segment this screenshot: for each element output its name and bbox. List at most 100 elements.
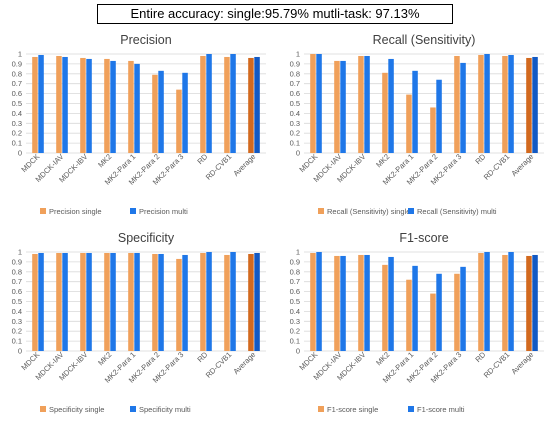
- category-label: RD-CVB1: [204, 152, 234, 182]
- bar-single: [430, 107, 436, 153]
- bar-multi: [460, 62, 466, 153]
- bar-multi: [412, 265, 418, 351]
- legend-swatch: [40, 208, 46, 214]
- bar-multi: [484, 252, 490, 351]
- y-tick-label: 0.3: [290, 317, 300, 326]
- bar-multi: [110, 252, 116, 351]
- legend-label: Recall (Sensitivity) single: [327, 207, 410, 216]
- category-label: MK2: [96, 350, 113, 367]
- bar-single: [358, 55, 364, 154]
- y-tick-label: 0.1: [290, 139, 300, 148]
- bar-multi: [532, 254, 538, 351]
- legend-label: Specificity multi: [139, 405, 191, 414]
- legend-label: Recall (Sensitivity) multi: [417, 207, 497, 216]
- category-label: MK2: [96, 152, 113, 169]
- y-tick-label: 1: [18, 50, 22, 59]
- y-tick-label: 0.8: [12, 267, 22, 276]
- legend-swatch: [318, 208, 324, 214]
- bar-single: [80, 252, 86, 351]
- category-label: RD-CVB1: [482, 152, 512, 182]
- bar-single: [128, 252, 134, 351]
- bar-multi: [316, 252, 322, 351]
- y-tick-label: 0.1: [12, 139, 22, 148]
- bar-multi: [254, 252, 260, 351]
- legend-swatch: [130, 208, 136, 214]
- legend-label: Precision single: [49, 207, 102, 216]
- bar-multi: [206, 252, 212, 351]
- bar-single: [526, 57, 532, 153]
- y-tick-label: 0.8: [290, 69, 300, 78]
- y-tick-label: 0.3: [290, 119, 300, 128]
- bar-single: [334, 255, 340, 351]
- bar-single: [358, 254, 364, 351]
- bar-single: [502, 254, 508, 351]
- y-tick-label: 0.6: [12, 89, 22, 98]
- y-tick-label: 0.8: [290, 267, 300, 276]
- y-tick-label: 0.6: [290, 89, 300, 98]
- y-tick-label: 0.2: [290, 129, 300, 138]
- bar-single: [310, 252, 316, 351]
- bar-single: [454, 273, 460, 351]
- bar-multi: [436, 79, 442, 153]
- bar-single: [334, 60, 340, 153]
- category-label: RD: [473, 152, 487, 166]
- y-tick-label: 0.4: [12, 109, 22, 118]
- bar-multi: [182, 254, 188, 351]
- bar-multi: [230, 252, 236, 351]
- y-tick-label: 0.9: [12, 257, 22, 266]
- bar-multi: [340, 255, 346, 351]
- chart-title: Precision: [120, 33, 171, 47]
- bar-single: [526, 255, 532, 351]
- category-label: MK2: [374, 350, 391, 367]
- bar-single: [430, 293, 436, 351]
- legend-swatch: [40, 406, 46, 412]
- y-tick-label: 1: [18, 248, 22, 257]
- bar-single: [310, 54, 316, 153]
- category-label: MDCK: [19, 152, 41, 174]
- y-tick-label: 0.2: [12, 129, 22, 138]
- bar-single: [224, 56, 230, 153]
- bar-multi: [340, 60, 346, 153]
- bar-multi: [484, 54, 490, 153]
- category-label: MDCK: [19, 350, 41, 372]
- y-tick-label: 0.4: [290, 307, 300, 316]
- bar-multi: [134, 63, 140, 153]
- y-tick-label: 0: [296, 347, 300, 356]
- bar-multi: [254, 56, 260, 153]
- bar-single: [502, 55, 508, 154]
- category-label: RD-CVB1: [204, 350, 234, 380]
- bar-single: [248, 253, 254, 351]
- chart-title: F1-score: [399, 231, 448, 245]
- y-tick-label: 0.7: [290, 277, 300, 286]
- bar-multi: [388, 58, 394, 154]
- bar-single: [32, 253, 38, 351]
- legend-swatch: [130, 406, 136, 412]
- bar-multi: [134, 252, 140, 351]
- legend-swatch: [408, 208, 414, 214]
- bar-single: [56, 55, 62, 154]
- legend-label: Specificity single: [49, 405, 104, 414]
- category-label: Average: [509, 152, 535, 178]
- bar-single: [478, 252, 484, 351]
- y-tick-label: 0.5: [12, 297, 22, 306]
- bar-single: [200, 55, 206, 154]
- y-tick-label: 0.2: [290, 327, 300, 336]
- bar-multi: [158, 253, 164, 351]
- accuracy-headline: Entire accuracy: single:95.79% mutli-tas…: [97, 4, 453, 24]
- category-label: Average: [231, 152, 257, 178]
- y-tick-label: 0.1: [12, 337, 22, 346]
- bar-single: [104, 58, 110, 154]
- category-label: MDCK: [297, 350, 319, 372]
- bar-multi: [436, 273, 442, 351]
- bar-multi: [38, 54, 44, 153]
- y-tick-label: 0.3: [12, 119, 22, 128]
- bar-single: [176, 89, 182, 153]
- y-tick-label: 0.6: [12, 287, 22, 296]
- category-label: Average: [231, 350, 257, 376]
- bar-multi: [86, 252, 92, 351]
- legend-label: F1-score multi: [417, 405, 465, 414]
- bar-single: [176, 258, 182, 351]
- y-tick-label: 0.4: [290, 109, 300, 118]
- y-tick-label: 0.9: [290, 59, 300, 68]
- y-tick-label: 0.5: [290, 99, 300, 108]
